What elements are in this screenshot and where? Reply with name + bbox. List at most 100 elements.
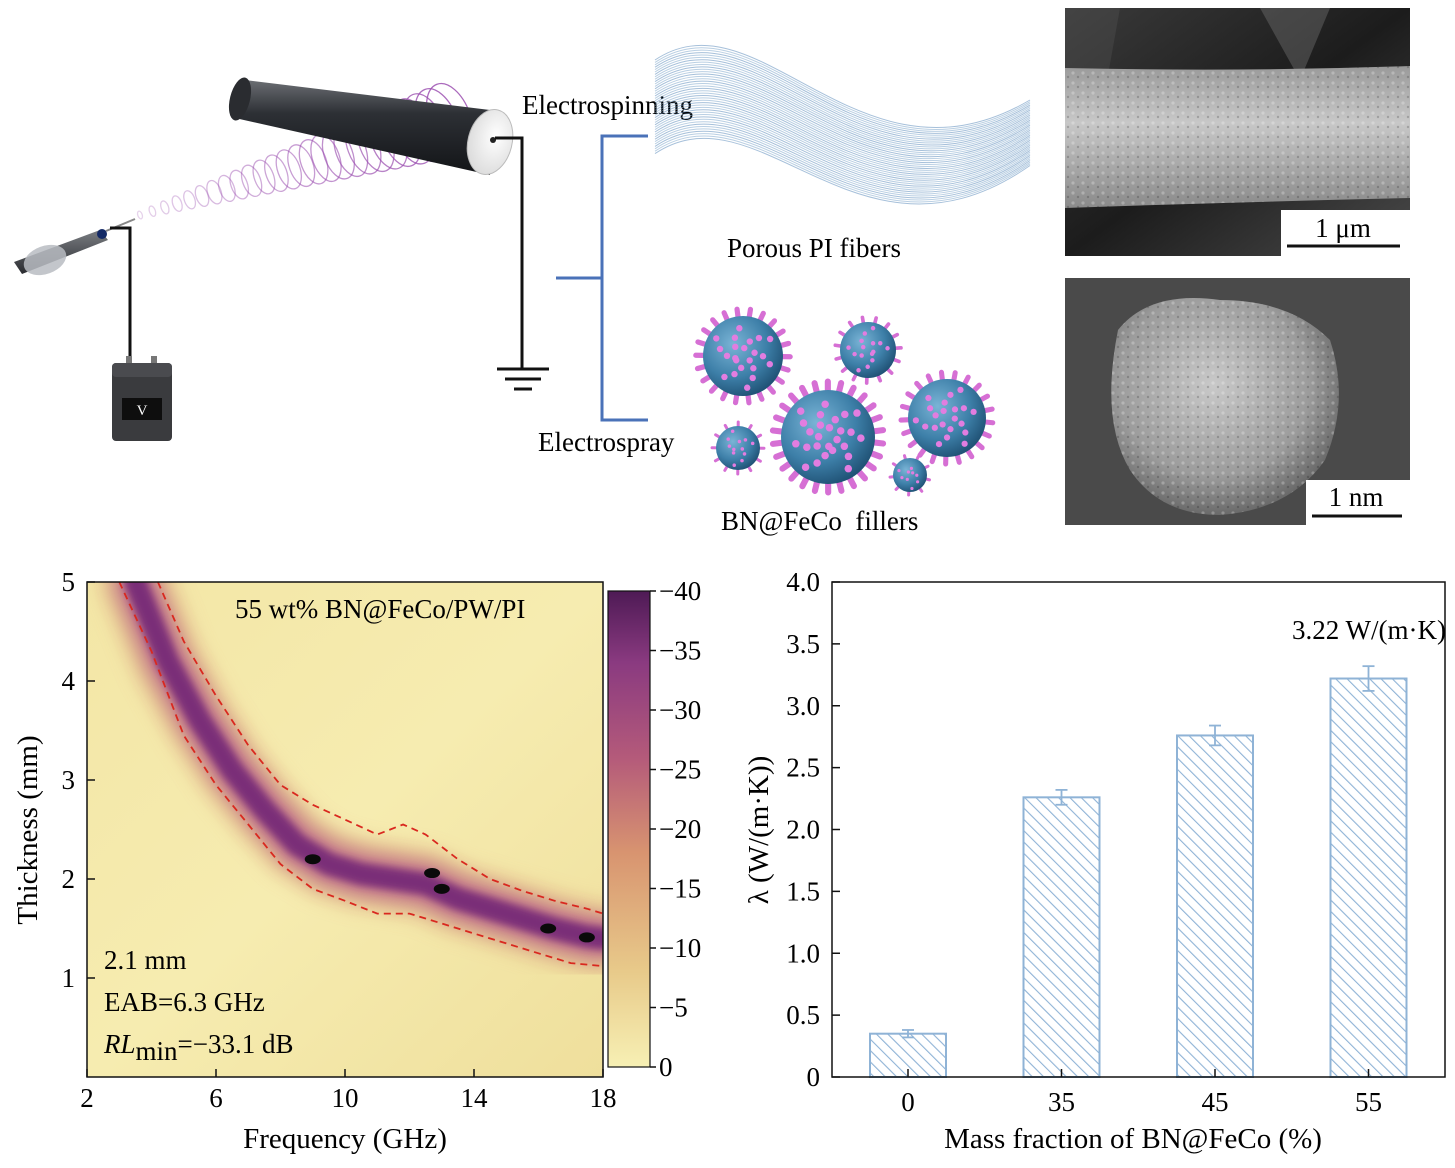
fiber-strand — [654, 64, 1031, 144]
fiber-strand — [654, 111, 1031, 183]
colorbar-tick-label: −25 — [659, 755, 701, 785]
bar-55 — [1329, 677, 1408, 1079]
fiber-strand — [654, 118, 1031, 189]
fiber-strand — [654, 73, 1031, 152]
bar-y-tick-label: 1.5 — [786, 876, 820, 906]
bar-45 — [1176, 734, 1254, 1078]
filler-particles — [693, 306, 996, 497]
heatmap-x-tick-label: 18 — [590, 1083, 617, 1113]
fiber-strand — [654, 109, 1031, 181]
colorbar-tick-label: −15 — [659, 874, 701, 904]
fiber-strand — [654, 54, 1031, 136]
filler-particle — [710, 420, 766, 476]
fibers-label: Porous PI fibers — [727, 233, 901, 263]
fiber-strand — [654, 137, 1031, 205]
error-bar — [1209, 724, 1221, 747]
fiber-strand — [654, 71, 1031, 150]
heatmap-y-label: Thickness (mm) — [12, 735, 44, 924]
colorbar-tick-label: −20 — [659, 814, 701, 844]
bar-y-label: λ (W/(m·K)) — [743, 756, 775, 905]
heatmap-y-tick-label: 1 — [62, 963, 76, 993]
helix-loop — [183, 190, 197, 210]
heatmap-y-tick-label: 5 — [62, 567, 76, 597]
reflection-loss-heatmap: 2 6 10 14 18 1 2 3 4 5 55 wt% BN@FeCo/PW/PI 2.1 m… — [12, 567, 701, 1155]
heatmap-info-eab: EAB=6.3 GHz — [104, 987, 265, 1017]
fiber-strand — [654, 133, 1031, 201]
process-bracket — [556, 134, 648, 422]
fiber-strand — [654, 123, 1031, 193]
helix-loop — [217, 174, 236, 203]
fiber-strand — [654, 83, 1031, 160]
fiber-strand — [654, 121, 1031, 191]
fiber-strand — [654, 52, 1031, 134]
bar-x-tick-label: 0 — [901, 1087, 915, 1117]
bar-y-tick-label: 0 — [807, 1062, 821, 1092]
fiber-strand — [654, 106, 1031, 179]
ground-symbol — [497, 367, 549, 391]
helix-loop — [206, 179, 223, 205]
helix-loop — [240, 164, 263, 198]
bar-annotation: 3.22 W/(m·K) — [1292, 615, 1446, 645]
helix-loop — [136, 210, 144, 220]
ground-wire — [495, 136, 524, 368]
fiber-strand — [654, 104, 1031, 177]
fiber-strand — [654, 78, 1031, 156]
fiber-strand — [654, 47, 1031, 130]
fillers-label: BN@FeCo fillers — [721, 506, 918, 536]
filler-particle — [898, 369, 996, 467]
filler-particle — [833, 315, 903, 385]
fiber-strand — [654, 66, 1031, 146]
bar-y-tick-label: 0.5 — [786, 1000, 820, 1030]
bar-y-tick-label: 2.5 — [786, 753, 820, 783]
error-bar — [1362, 665, 1375, 692]
filler-particle — [769, 378, 887, 496]
heatmap-info-rlmin: RLmin=−33.1 dB — [103, 1029, 294, 1066]
fiber-strand — [654, 116, 1031, 187]
bar-y-tick-label: 3.5 — [786, 629, 820, 659]
colorbar-tick-label: −10 — [659, 933, 701, 963]
filler-particle — [693, 306, 793, 406]
collector-drum — [228, 77, 514, 175]
sem-particle-image: 1 nm — [1065, 278, 1410, 525]
helix-loop — [194, 184, 210, 208]
colorbar-tick-label: −35 — [659, 636, 701, 666]
fiber-strand — [654, 128, 1031, 197]
heatmap-x-tick-label: 14 — [461, 1083, 489, 1113]
fiber-strand — [654, 126, 1031, 195]
electrospinning-schematic: V Electrospinning Electrospray Porous PI… — [14, 45, 1031, 536]
helix-loop — [229, 169, 250, 200]
error-bar — [1055, 789, 1068, 806]
error-bar — [902, 1029, 914, 1039]
helix-loop — [298, 139, 329, 185]
fiber-strand — [654, 130, 1031, 199]
fiber-strand — [654, 49, 1031, 132]
fiber-strand — [654, 87, 1031, 164]
heatmap-y-tick-label: 4 — [62, 666, 76, 696]
fiber-strand — [654, 57, 1031, 138]
rl-minimum-spot — [304, 854, 321, 865]
bar-y-tick-label: 4.0 — [786, 567, 820, 597]
helix-loop — [252, 159, 276, 195]
electrospray-label: Electrospray — [538, 427, 675, 457]
fiber-strand — [654, 76, 1031, 154]
syringe-wire — [110, 226, 132, 362]
rl-minimum-spot — [578, 932, 595, 943]
heatmap-x-tick-label: 6 — [209, 1083, 223, 1113]
porous-fiber-bundle — [654, 45, 1031, 205]
syringe — [14, 218, 136, 276]
fiber-strand — [654, 99, 1031, 173]
heatmap-x-label: Frequency (GHz) — [243, 1123, 447, 1155]
fiber-strand — [654, 92, 1031, 167]
meter-label: V — [137, 403, 148, 419]
helix-loop — [159, 200, 170, 215]
fiber-strand — [654, 97, 1031, 171]
helix-loop — [263, 154, 289, 193]
fiber-strand — [654, 85, 1031, 162]
fiber-strand — [654, 61, 1031, 142]
fiber-strand — [654, 95, 1031, 169]
filler-particle — [888, 454, 931, 497]
bar-x-tick-label: 35 — [1048, 1087, 1075, 1117]
bar-y-tick-label: 3.0 — [786, 691, 820, 721]
helix-loop — [148, 205, 157, 217]
bar-y-tick-label: 1.0 — [786, 938, 820, 968]
